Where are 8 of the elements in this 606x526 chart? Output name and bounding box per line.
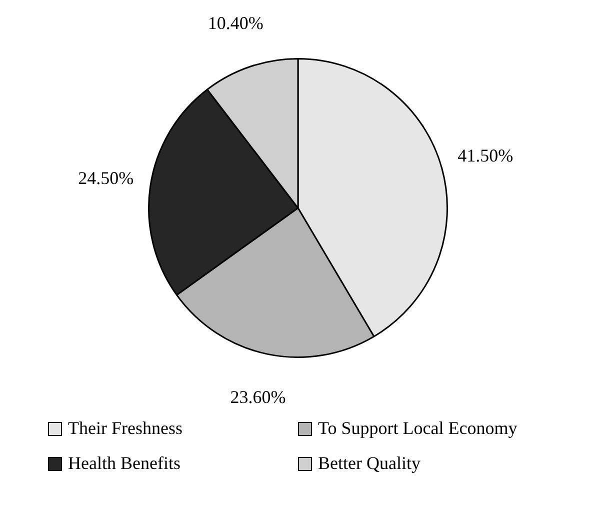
legend-label: Health Benefits — [68, 453, 180, 474]
legend-label: To Support Local Economy — [318, 418, 518, 439]
legend-label: Their Freshness — [68, 418, 182, 439]
data-label: 41.50% — [458, 145, 514, 166]
data-label: 10.40% — [208, 12, 264, 33]
legend-label: Better Quality — [318, 453, 420, 474]
data-label: 23.60% — [230, 386, 286, 407]
data-label: 24.50% — [78, 168, 134, 188]
